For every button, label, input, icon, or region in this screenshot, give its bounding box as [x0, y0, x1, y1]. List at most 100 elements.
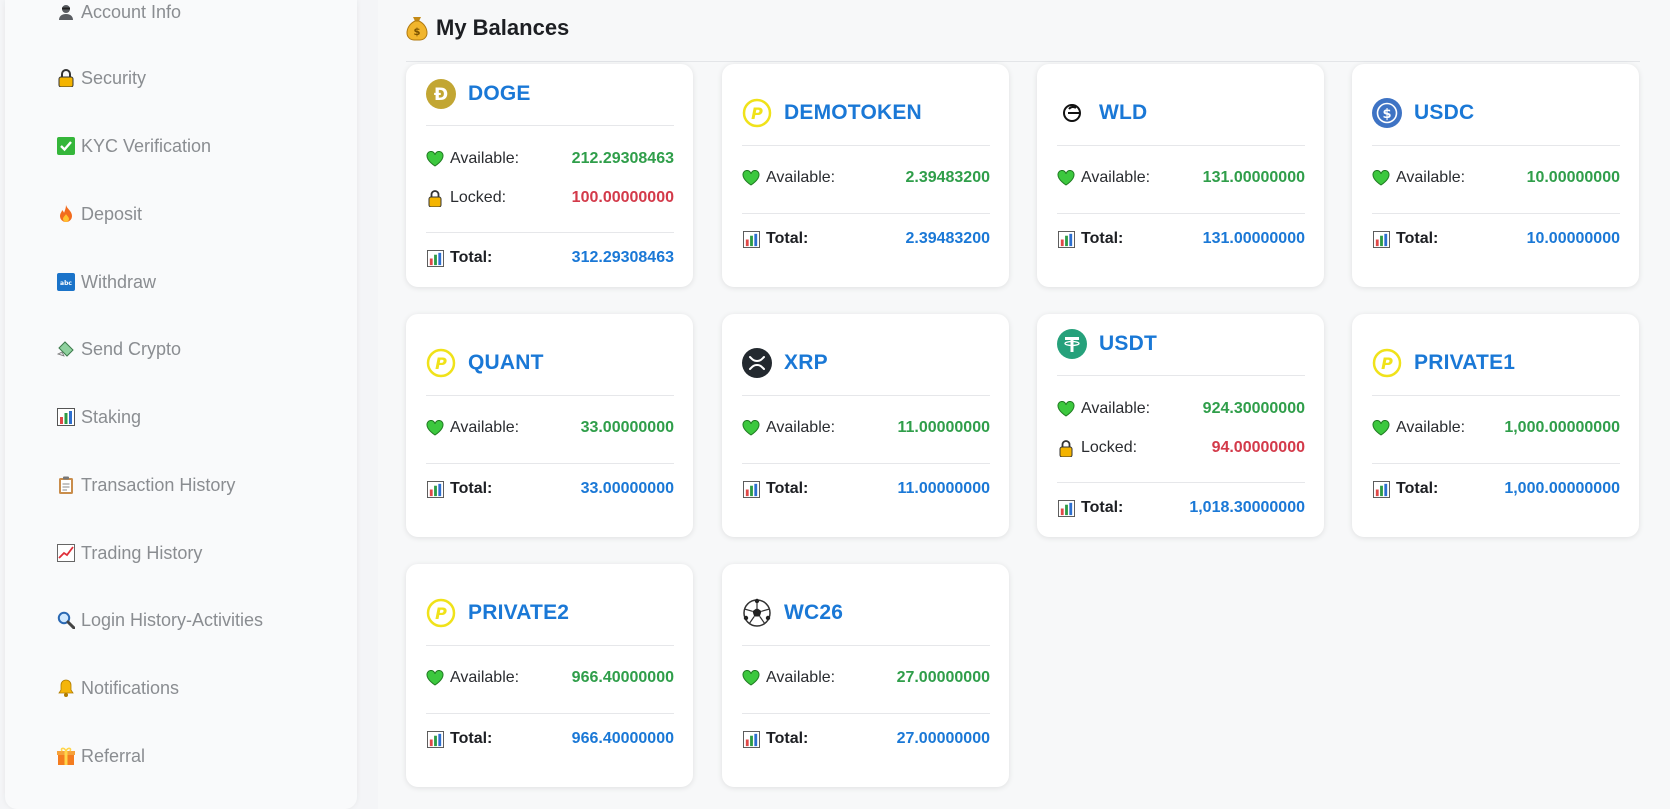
sidebar-item-account-info[interactable]: Account Info	[57, 0, 181, 24]
worldcoin-icon	[1057, 98, 1087, 128]
divider	[1057, 375, 1305, 376]
money-bag-icon: $	[406, 17, 428, 41]
sidebar-item-withdraw[interactable]: abc Withdraw	[57, 270, 156, 294]
sidebar-item-staking[interactable]: Staking	[57, 405, 141, 429]
divider	[1372, 145, 1620, 146]
total-label: Total:	[1081, 499, 1124, 516]
card-title: XRP	[742, 347, 828, 379]
available-row: Available: 924.30000000	[1057, 398, 1305, 420]
available-row: Available: 33.00000000	[426, 417, 674, 439]
total-value: 27.00000000	[896, 730, 990, 747]
total-value: 33.00000000	[580, 480, 674, 497]
svg-text:P: P	[1381, 354, 1393, 373]
sidebar-item-security[interactable]: Security	[57, 66, 146, 90]
total-value: 11.00000000	[897, 480, 990, 497]
divider	[426, 125, 674, 126]
usdc-coin-icon: $	[1372, 98, 1402, 128]
divider	[426, 463, 674, 464]
green-heart-icon	[1057, 400, 1075, 418]
available-label: Available:	[450, 419, 520, 436]
card-title: WLD	[1057, 97, 1147, 129]
svg-text:P: P	[435, 604, 447, 623]
available-row: Available: 11.00000000	[742, 417, 990, 439]
available-value: 966.40000000	[571, 669, 674, 686]
coin-symbol: QUANT	[468, 351, 544, 374]
tether-coin-icon	[1057, 329, 1087, 359]
locked-row: Locked: 100.00000000	[426, 187, 674, 209]
sidebar-item-deposit[interactable]: Deposit	[57, 202, 142, 226]
green-heart-icon	[1372, 169, 1390, 187]
divider	[426, 713, 674, 714]
divider	[742, 645, 990, 646]
clipboard-icon	[57, 476, 75, 494]
available-value: 212.29308463	[571, 150, 674, 167]
bar-chart-icon	[1057, 230, 1075, 248]
sidebar-item-label: Staking	[81, 406, 142, 427]
page-header: $ My Balances	[406, 12, 569, 44]
locked-value: 94.00000000	[1211, 439, 1305, 456]
coin-symbol: PRIVATE1	[1414, 351, 1516, 374]
sidebar-item-notifications[interactable]: Notifications	[57, 676, 179, 700]
balance-card-usdc: $ USDC Available: 10.00000000 Total: 10.…	[1352, 64, 1639, 287]
balance-card-wld: WLD Available: 131.00000000 Total: 131.0…	[1037, 64, 1324, 287]
bar-chart-icon	[57, 408, 75, 426]
bar-chart-icon	[742, 480, 760, 498]
green-heart-icon	[426, 419, 444, 437]
svg-text:P: P	[751, 104, 763, 123]
total-row: Total: 27.00000000	[742, 728, 990, 750]
total-row: Total: 131.00000000	[1057, 228, 1305, 250]
divider	[426, 232, 674, 233]
svg-text:Ð: Ð	[434, 85, 448, 105]
locked-value: 100.00000000	[571, 189, 674, 206]
doge-coin-icon: Ð	[426, 79, 456, 109]
card-title: P PRIVATE1	[1372, 347, 1515, 379]
green-heart-icon	[1372, 419, 1390, 437]
total-row: Total: 966.40000000	[426, 728, 674, 750]
sidebar-item-trading-history[interactable]: Trading History	[57, 541, 202, 565]
sidebar-item-label: Referral	[81, 745, 146, 766]
total-value: 1,018.30000000	[1189, 499, 1305, 516]
divider	[1057, 482, 1305, 483]
divider	[1372, 395, 1620, 396]
balance-card-wc26: WC26 Available: 27.00000000 Total: 27.00…	[722, 564, 1009, 787]
divider	[1372, 213, 1620, 214]
sidebar-item-label: KYC Verification	[81, 135, 212, 156]
header-divider	[406, 61, 1640, 62]
available-row: Available: 10.00000000	[1372, 167, 1620, 189]
green-heart-icon	[742, 419, 760, 437]
coin-symbol: PRIVATE2	[468, 601, 570, 624]
total-label: Total:	[766, 730, 809, 747]
magnifier-icon	[57, 611, 75, 629]
bell-icon	[57, 679, 75, 697]
divider	[742, 713, 990, 714]
card-title: Ð DOGE	[426, 78, 531, 110]
locked-row: Locked: 94.00000000	[1057, 437, 1305, 459]
sidebar-item-kyc-verification[interactable]: KYC Verification	[57, 134, 211, 158]
svg-text:$: $	[1382, 107, 1391, 122]
total-row: Total: 11.00000000	[742, 478, 990, 500]
available-row: Available: 966.40000000	[426, 667, 674, 689]
balance-card-doge: Ð DOGE Available: 212.29308463 Locked: 1…	[406, 64, 693, 287]
total-value: 1,000.00000000	[1504, 480, 1620, 497]
bar-chart-icon	[426, 249, 444, 267]
money-wings-icon	[57, 340, 75, 358]
divider	[742, 213, 990, 214]
available-row: Available: 27.00000000	[742, 667, 990, 689]
card-title: $ USDC	[1372, 97, 1474, 129]
bar-chart-icon	[742, 730, 760, 748]
total-label: Total:	[1396, 230, 1439, 247]
sidebar-item-transaction-history[interactable]: Transaction History	[57, 473, 235, 497]
total-value: 131.00000000	[1202, 230, 1305, 247]
sidebar-item-login-history[interactable]: Login History-Activities	[57, 608, 263, 632]
lock-icon	[1057, 439, 1075, 457]
sidebar-item-send-crypto[interactable]: Send Crypto	[57, 337, 181, 361]
available-label: Available:	[450, 669, 520, 686]
total-value: 312.29308463	[571, 249, 674, 266]
sidebar-item-referral[interactable]: Referral	[57, 744, 145, 768]
available-row: Available: 1,000.00000000	[1372, 417, 1620, 439]
coin-symbol: WLD	[1099, 101, 1148, 124]
p-token-icon: P	[426, 598, 456, 628]
bar-chart-icon	[426, 480, 444, 498]
balance-card-demotoken: P DEMOTOKEN Available: 2.39483200 Total:…	[722, 64, 1009, 287]
page-title: My Balances	[436, 15, 570, 40]
